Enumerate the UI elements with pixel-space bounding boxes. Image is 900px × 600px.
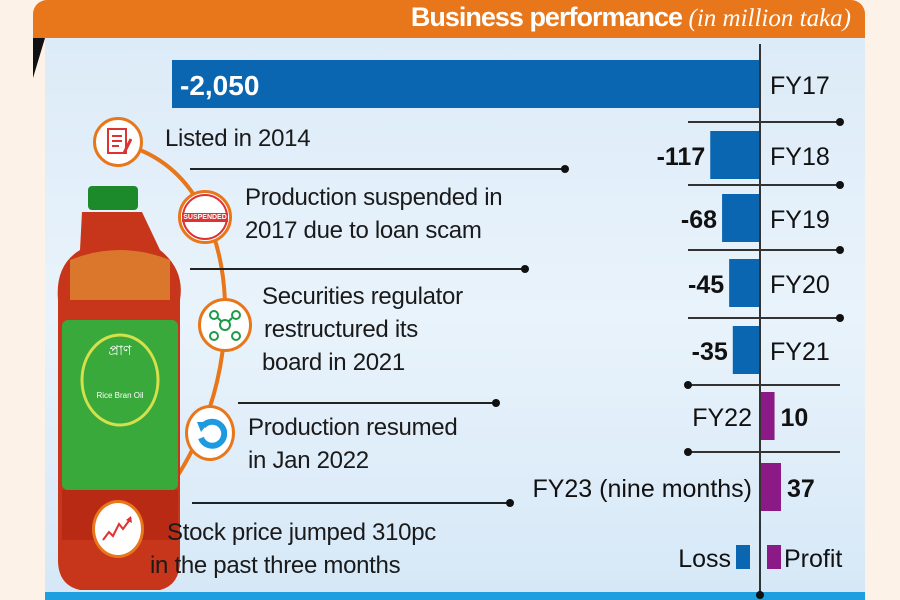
rising-chart-icon [92, 500, 144, 558]
axis-dot [756, 591, 764, 599]
title-unit: (in million taka) [688, 5, 851, 32]
timeline-text: in Jan 2022 [248, 447, 369, 474]
value-label: -35 [692, 338, 728, 366]
legend-profit-label: Profit [784, 545, 842, 573]
timeline-item-regulator: Securities regulator restructured its boar… [262, 280, 463, 379]
network-people-icon [198, 298, 252, 352]
timeline-text: Listed in 2014 [165, 125, 311, 152]
bar-fy22 [760, 392, 775, 440]
content-area [45, 38, 865, 592]
category-label: FY21 [770, 338, 830, 366]
stamp-text: SUSPENDED [182, 212, 228, 222]
divider-dot [684, 381, 692, 389]
value-label: -117 [657, 143, 706, 171]
category-label: FY18 [770, 143, 830, 171]
oil-bottle-image: প্রাণ Rice Bran Oil [57, 186, 181, 590]
divider-dot [836, 246, 844, 254]
divider-line [192, 499, 514, 507]
value-label: -2,050 [180, 70, 259, 101]
legend-profit-swatch [767, 545, 781, 569]
timeline-text: in the past three months [150, 552, 401, 579]
footer-band [45, 592, 865, 600]
divider-line [190, 165, 569, 173]
timeline-item-stock: Stock price jumped 310pc in the past thre… [150, 516, 436, 582]
divider-dot [836, 118, 844, 126]
bar-fy19 [722, 194, 760, 242]
bar-fy17 [172, 60, 760, 108]
bar-fy23 [760, 463, 781, 511]
category-label: FY17 [770, 72, 830, 100]
timeline-text: Production resumed [248, 414, 458, 441]
divider-line [190, 265, 529, 273]
header-bar: Business performance (in million taka) [33, 0, 865, 38]
legend-loss-swatch [736, 545, 750, 569]
divider-dot [836, 181, 844, 189]
timeline-item-suspended: Production suspended in 2017 due to loan … [245, 181, 503, 247]
legend-loss-label: Loss [678, 545, 731, 573]
value-label: 37 [787, 475, 815, 503]
value-label: 10 [781, 404, 809, 432]
bottle-label: Rice Bran Oil [96, 391, 143, 400]
svg-text:প্রাণ: প্রাণ [109, 344, 133, 359]
infographic-panel: Business performance (in million taka) [33, 0, 865, 600]
bar-fy20 [729, 259, 760, 307]
suspended-stamp-icon: SUSPENDED [178, 190, 232, 244]
timeline-text: board in 2021 [262, 349, 405, 376]
document-list-icon [93, 117, 143, 167]
timeline-text: restructured its [264, 316, 418, 343]
bar-fy18 [710, 131, 760, 179]
divider-dot [836, 314, 844, 322]
category-label: FY22 [692, 404, 752, 432]
divider-line [238, 399, 500, 407]
category-label: FY20 [770, 271, 830, 299]
value-label: -68 [681, 206, 717, 234]
category-label: FY23 (nine months) [532, 475, 752, 503]
bar-fy21 [732, 326, 760, 374]
title-text: Business performance [410, 2, 683, 32]
chart-title: Business performance (in million taka) [411, 2, 851, 33]
value-label: -45 [688, 271, 724, 299]
timeline-text: Production suspended in [245, 184, 503, 211]
divider-dot [684, 448, 692, 456]
corner-decoration [33, 38, 45, 78]
timeline-text: Stock price jumped 310pc [167, 519, 436, 546]
timeline-item-resumed: Production resumed in Jan 2022 [248, 411, 458, 477]
timeline-item-listed: Listed in 2014 [165, 122, 311, 155]
timeline-text: 2017 due to loan scam [245, 217, 482, 244]
refresh-arrow-icon [185, 405, 235, 461]
category-label: FY19 [770, 206, 830, 234]
timeline-text: Securities regulator [262, 283, 463, 310]
